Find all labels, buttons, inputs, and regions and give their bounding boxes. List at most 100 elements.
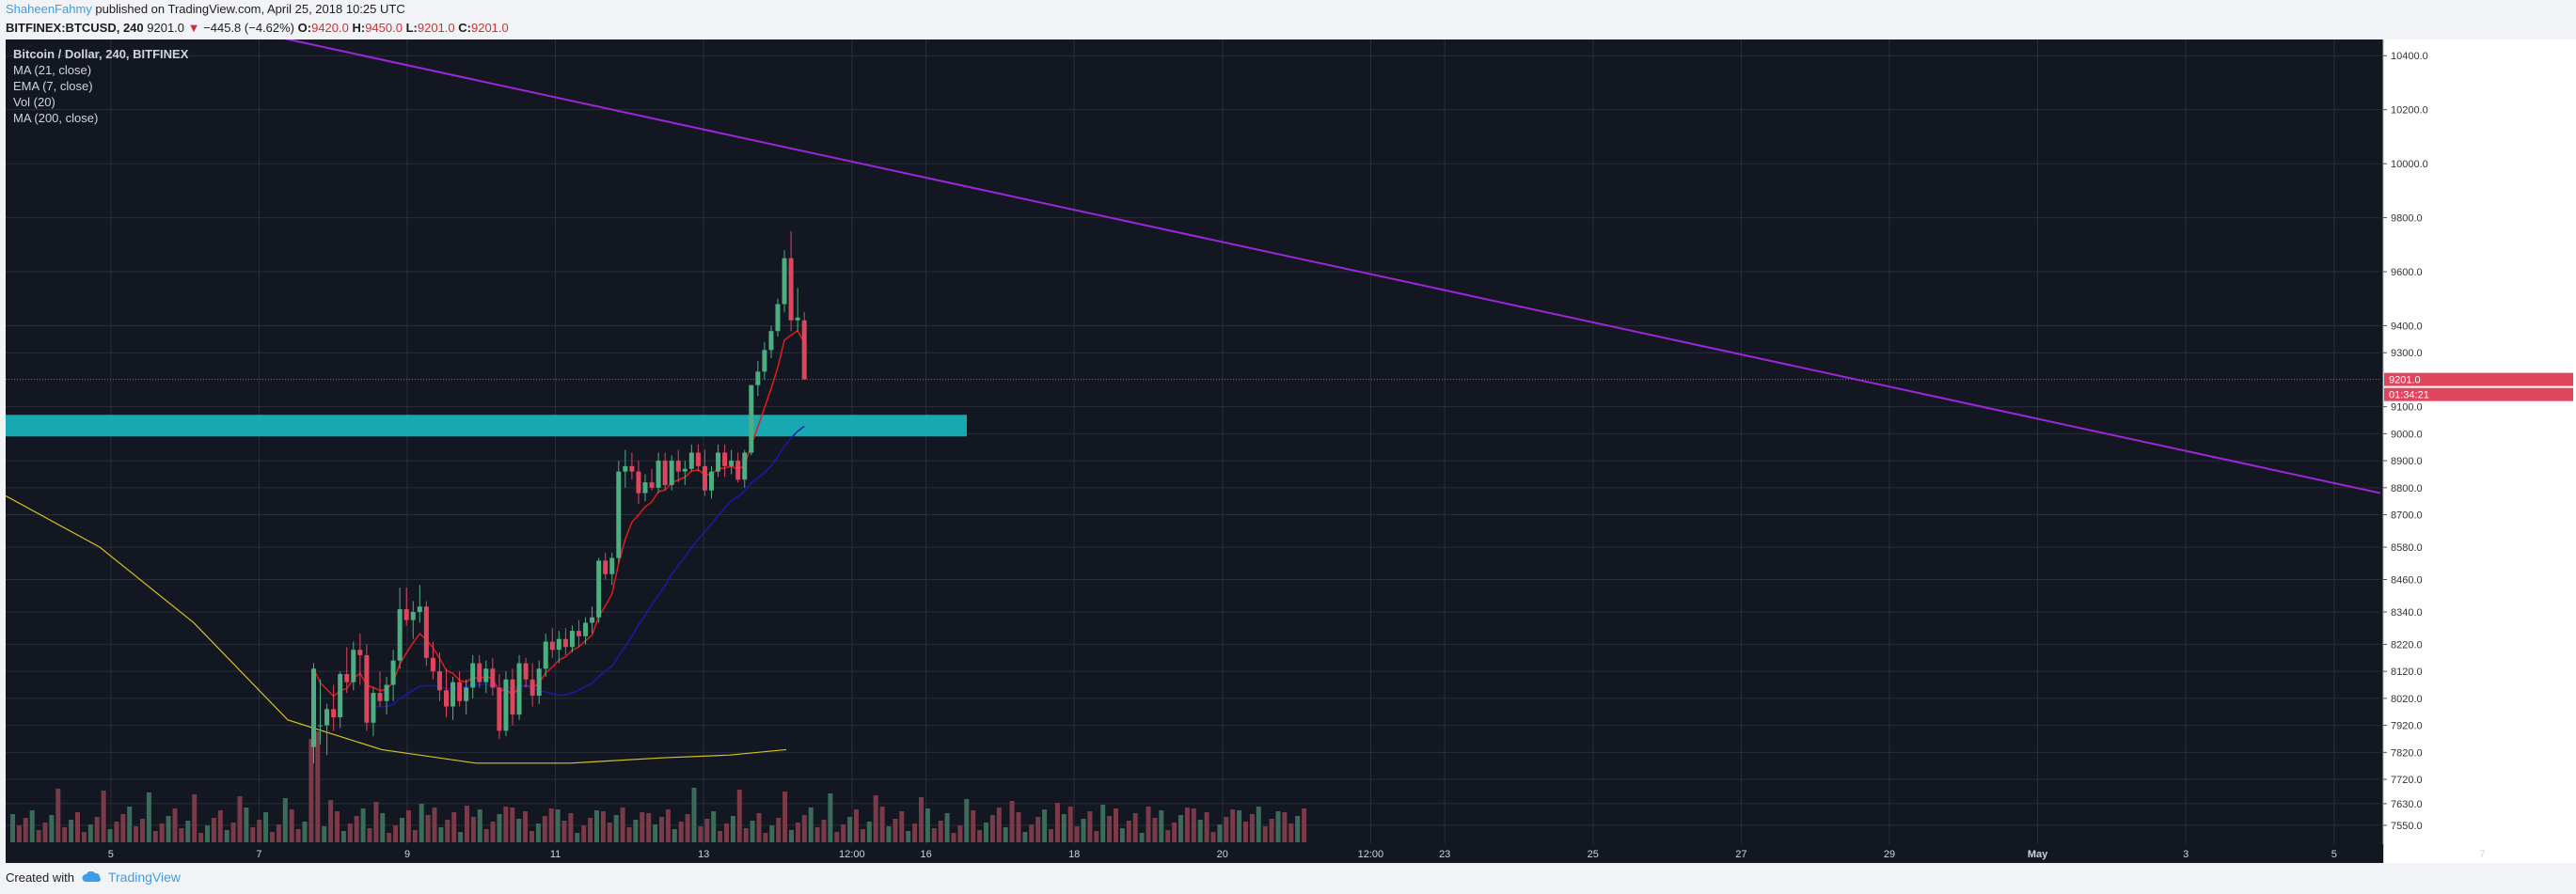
volume-bar xyxy=(497,814,502,842)
volume-bar xyxy=(841,824,846,842)
tradingview-link[interactable]: TradingView xyxy=(82,870,181,885)
volume-bar xyxy=(977,830,983,842)
author-link[interactable]: ShaheenFahmy xyxy=(6,2,92,16)
volume-bars xyxy=(10,731,1307,842)
volume-bar xyxy=(691,788,697,842)
candle-body xyxy=(338,674,343,717)
volume-bar xyxy=(192,794,198,842)
volume-bar xyxy=(931,828,937,842)
legend-vol: Vol (20) xyxy=(13,95,55,109)
candle-body xyxy=(417,606,422,612)
volume-bar xyxy=(704,819,710,842)
price-tick-label: 7720.0 xyxy=(2391,775,2423,786)
volume-bar xyxy=(568,813,574,842)
volume-bar xyxy=(360,808,366,842)
volume-bar xyxy=(711,811,717,842)
volume-bar xyxy=(393,825,399,842)
volume-bar xyxy=(724,823,729,842)
candle-body xyxy=(688,452,694,469)
candle-body xyxy=(562,638,568,648)
time-tick-label: 16 xyxy=(920,849,931,860)
volume-bar xyxy=(49,815,55,842)
time-tick-label: 20 xyxy=(1217,849,1228,860)
volume-bar xyxy=(795,823,800,842)
volume-bar xyxy=(535,823,541,842)
volume-bar xyxy=(659,817,664,842)
legend: Bitcoin / Dollar, 240, BITFINEX MA (21, … xyxy=(13,47,189,125)
volume-bar xyxy=(782,792,788,842)
volume-bar xyxy=(419,804,424,842)
candle-body xyxy=(735,461,741,480)
open-label: O: xyxy=(297,21,312,35)
volume-bar xyxy=(743,828,749,842)
volume-bar xyxy=(1119,828,1125,842)
price-tick-label: 8800.0 xyxy=(2391,483,2423,494)
descending-trendline xyxy=(284,39,2381,494)
price-tick-label: 8220.0 xyxy=(2391,639,2423,651)
price-chart[interactable]: 10400.0 10200.0 10000.0 9800.0 9600.0 9400.0 9… xyxy=(6,39,2576,863)
volume-bar xyxy=(951,833,956,842)
volume-bar xyxy=(42,823,48,842)
volume-bar xyxy=(750,821,755,842)
volume-bar xyxy=(613,815,619,842)
candle-body xyxy=(311,668,316,747)
volume-bar xyxy=(736,790,742,842)
candle-body xyxy=(464,687,469,701)
candle-body xyxy=(702,465,707,491)
candle-body xyxy=(450,682,456,707)
volume-bar xyxy=(81,832,87,842)
volume-bar xyxy=(1295,816,1301,842)
volume-bar xyxy=(36,830,41,842)
volume-bar xyxy=(912,823,918,842)
volume-bar xyxy=(1035,817,1041,842)
volume-bar xyxy=(730,816,735,842)
volume-bar xyxy=(263,812,269,842)
volume-bar xyxy=(964,799,970,842)
volume-bar xyxy=(237,796,243,842)
candle-body xyxy=(403,609,409,620)
candle-body xyxy=(331,709,337,717)
volume-bar xyxy=(776,818,782,842)
volume-bar xyxy=(1139,833,1145,842)
price-tick-label: 8460.0 xyxy=(2391,574,2423,586)
volume-bar xyxy=(29,810,35,842)
volume-bar xyxy=(16,825,22,842)
candle-body xyxy=(503,679,509,731)
time-axis[interactable]: 579111312:0016182012:0023252729May357911… xyxy=(6,844,2576,863)
volume-bar xyxy=(575,833,580,842)
candle-body xyxy=(490,668,496,688)
volume-bar xyxy=(886,826,892,842)
volume-bar xyxy=(10,814,15,842)
volume-bar xyxy=(490,822,496,842)
volume-bar xyxy=(685,814,690,842)
candle-body xyxy=(569,631,575,648)
candle-body xyxy=(649,482,655,488)
volume-bar xyxy=(789,830,794,842)
price-tick-label: 9000.0 xyxy=(2391,429,2423,440)
volume-bar xyxy=(1262,826,1268,842)
candle-body xyxy=(364,654,370,723)
trendline[interactable] xyxy=(245,39,2381,494)
volume-bar xyxy=(594,810,599,842)
volume-bar xyxy=(503,807,509,842)
volume-bar xyxy=(1210,832,1216,842)
candle-body xyxy=(318,725,324,727)
candle-body xyxy=(675,461,681,472)
volume-bar xyxy=(55,789,61,842)
volume-bar xyxy=(1184,808,1190,842)
volume-bar xyxy=(127,807,133,842)
volume-bar xyxy=(1049,829,1053,842)
cloud-icon xyxy=(82,871,101,882)
price-tick-label: 10000.0 xyxy=(2391,159,2428,170)
candle-body xyxy=(384,684,389,701)
candle-body xyxy=(742,452,748,480)
price-axis[interactable]: 10400.0 10200.0 10000.0 9800.0 9600.0 9400.0 9… xyxy=(2382,39,2576,863)
volume-bar xyxy=(581,825,587,842)
time-tick-label: 5 xyxy=(108,849,114,860)
candle-body xyxy=(623,465,628,472)
price-tick-label: 9800.0 xyxy=(2391,213,2423,225)
volume-bar xyxy=(626,827,632,842)
volume-bar xyxy=(400,818,404,842)
candle-body xyxy=(529,679,535,697)
volume-bar xyxy=(134,826,139,842)
